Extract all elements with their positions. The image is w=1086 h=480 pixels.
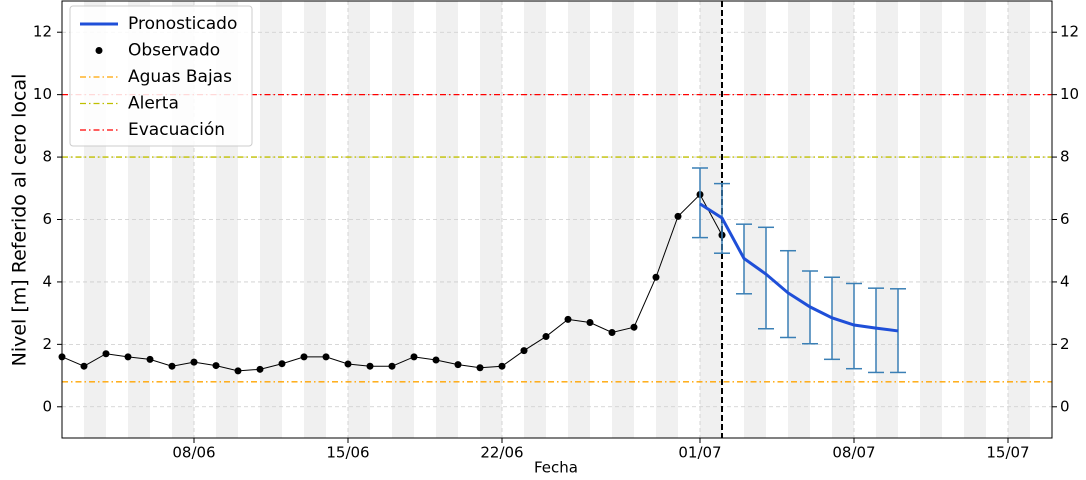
error-bar xyxy=(692,167,708,239)
observed-point xyxy=(278,360,286,368)
x-tick-label: 22/06 xyxy=(480,444,523,462)
error-bar xyxy=(758,226,774,330)
y-tick-label: 8 xyxy=(42,148,52,166)
observed-point xyxy=(322,353,330,361)
x-tick-label: 08/06 xyxy=(172,444,215,462)
day-band xyxy=(1008,1,1030,438)
observed-point xyxy=(124,353,132,361)
day-band xyxy=(568,1,590,438)
y2-tick-label: 0 xyxy=(1060,397,1070,415)
observed-point xyxy=(190,358,198,366)
legend-label: Evacuación xyxy=(128,120,225,140)
observed-point xyxy=(410,353,418,361)
y-tick-label: 12 xyxy=(33,23,52,41)
legend-label: Aguas Bajas xyxy=(128,67,232,87)
observed-point xyxy=(608,328,616,336)
plot-frame xyxy=(61,0,1053,439)
x-axis-label: Fecha xyxy=(534,459,578,477)
observed-point xyxy=(520,347,528,355)
y-tick-label: 4 xyxy=(42,272,52,290)
y2-tick-label: 12 xyxy=(1060,23,1079,41)
legend-label: Alerta xyxy=(128,94,179,114)
x-tick-label: 15/07 xyxy=(986,444,1029,462)
forecast-line xyxy=(699,202,899,333)
y2-tick-label: 8 xyxy=(1060,148,1070,166)
y2-tick-label: 6 xyxy=(1060,210,1070,228)
observed-point xyxy=(300,353,308,361)
observed-point xyxy=(498,362,506,370)
day-band xyxy=(260,1,282,438)
observed-point xyxy=(652,273,660,281)
y2-tick-label: 4 xyxy=(1060,272,1070,290)
y2-tick-label: 2 xyxy=(1060,335,1070,353)
observed-point xyxy=(630,323,638,331)
observed-point xyxy=(102,350,110,358)
legend-box xyxy=(69,5,253,147)
x-tick-label: 15/06 xyxy=(326,444,369,462)
observed-point xyxy=(388,362,396,370)
y-tick-label: 10 xyxy=(33,85,52,103)
observed-point xyxy=(344,360,352,368)
legend-swatch xyxy=(95,47,103,54)
observed-point xyxy=(674,212,682,220)
y-tick-label: 0 xyxy=(42,397,52,415)
observed-point xyxy=(146,355,154,363)
day-band xyxy=(392,1,414,438)
y-axis-label: Nivel [m] Referido al cero local xyxy=(9,74,31,367)
x-tick-label: 01/07 xyxy=(678,444,721,462)
y-tick-label: 2 xyxy=(42,335,52,353)
observed-point xyxy=(212,362,220,370)
observed-point xyxy=(168,362,176,370)
observed-point xyxy=(234,367,242,375)
day-band xyxy=(700,1,722,438)
error-bar xyxy=(868,287,884,374)
observed-point xyxy=(80,362,88,370)
legend-label: Pronosticado xyxy=(128,14,237,34)
observed-point xyxy=(476,364,484,372)
x-tick-label: 08/07 xyxy=(832,444,875,462)
y2-tick-label: 10 xyxy=(1060,85,1079,103)
observed-point xyxy=(366,362,374,370)
observed-point xyxy=(586,319,594,327)
observed-point xyxy=(542,333,550,341)
y-tick-label: 6 xyxy=(42,210,52,228)
observed-point xyxy=(256,365,264,373)
observed-point xyxy=(454,361,462,369)
legend-label: Observado xyxy=(128,41,220,61)
observed-point xyxy=(564,315,572,323)
observed-point xyxy=(432,356,440,364)
